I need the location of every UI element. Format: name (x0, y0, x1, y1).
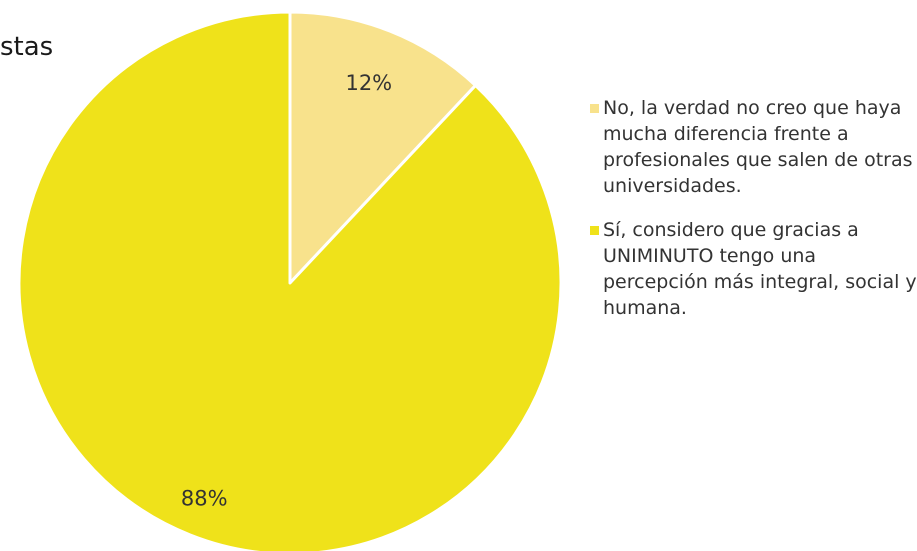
pie-slice-si (17, 10, 563, 551)
pie-slice-no (288, 10, 478, 285)
legend-swatch-no (590, 104, 599, 113)
legend-item-no: No, la verdad no creo que haya mucha dif… (590, 95, 917, 199)
pie-slices (17, 10, 563, 551)
legend-label-si: Sí, considero que gracias a UNIMINUTO te… (603, 219, 917, 319)
pie-labels: 12% 88% (181, 71, 392, 511)
legend-label-no: No, la verdad no creo que haya mucha dif… (603, 97, 913, 197)
chart-legend: No, la verdad no creo que haya mucha dif… (590, 95, 917, 339)
chart-title-fragment: stas (0, 32, 54, 62)
legend-swatch-si (590, 226, 599, 235)
pie-label-no: 12% (345, 71, 392, 95)
legend-item-si: Sí, considero que gracias a UNIMINUTO te… (590, 217, 917, 321)
pie-label-si: 88% (181, 487, 228, 511)
